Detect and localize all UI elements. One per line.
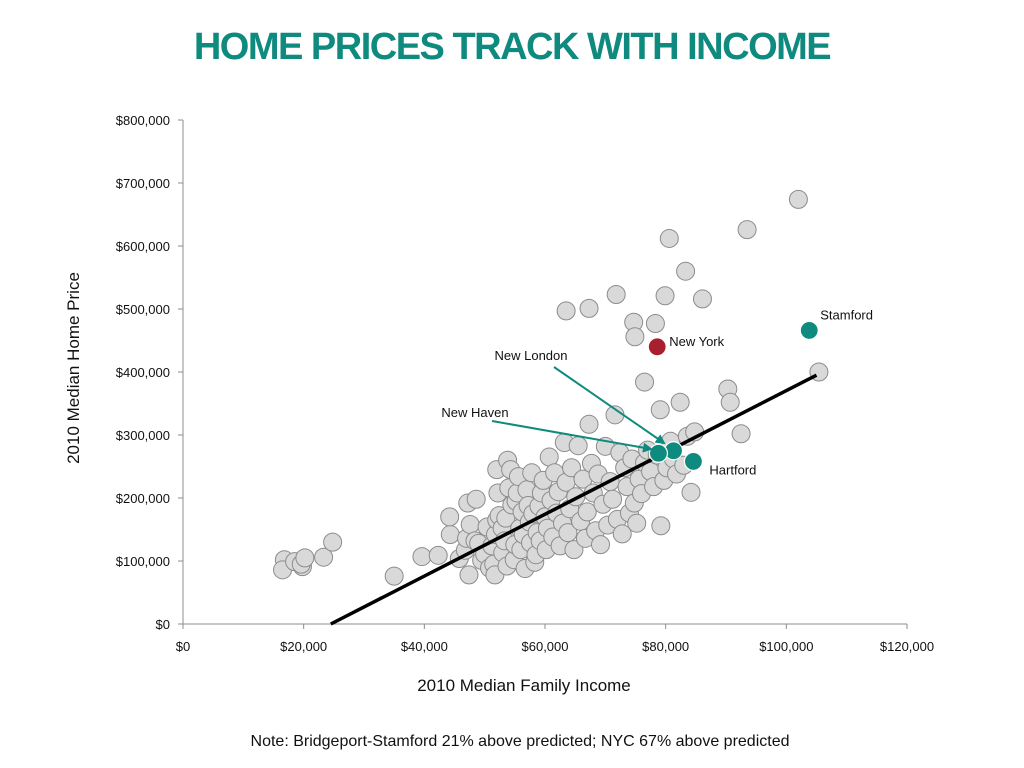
y-tick-label: $100,000 xyxy=(116,554,170,569)
data-point xyxy=(440,507,460,527)
data-point xyxy=(440,525,460,545)
data-point xyxy=(460,514,480,534)
x-tick-label: $80,000 xyxy=(642,639,689,654)
data-point xyxy=(428,545,448,565)
y-tick-label: $200,000 xyxy=(116,491,170,506)
axes: $0 $100,000 $200,000 $300,000 $400,000 $500,0… xyxy=(116,113,934,654)
data-point xyxy=(579,414,599,434)
y-tick-label: $400,000 xyxy=(116,365,170,380)
data-point xyxy=(670,392,690,412)
data-point xyxy=(737,220,757,240)
data-point xyxy=(295,548,315,568)
data-point xyxy=(612,524,632,544)
x-tick-label: $20,000 xyxy=(280,639,327,654)
data-point xyxy=(562,458,582,478)
highlight-point-new-york xyxy=(647,337,667,357)
data-point xyxy=(556,301,576,321)
new-london-label: New London xyxy=(495,348,568,363)
data-point xyxy=(635,372,655,392)
data-point xyxy=(579,298,599,318)
new-haven-arrow xyxy=(491,420,653,453)
y-tick-label: $0 xyxy=(156,617,170,632)
data-point xyxy=(558,523,578,543)
x-tick-label: $40,000 xyxy=(401,639,448,654)
data-point xyxy=(788,189,808,209)
data-point xyxy=(591,535,611,555)
footnote: Note: Bridgeport-Stamford 21% above pred… xyxy=(250,733,790,750)
new-york-label: New York xyxy=(669,334,724,349)
scatter-chart: $0 $100,000 $200,000 $300,000 $400,000 $500,0… xyxy=(64,113,934,695)
data-points xyxy=(273,189,829,586)
y-tick-label: $800,000 xyxy=(116,113,170,128)
trend-line-layer xyxy=(330,373,818,626)
stamford-label: Stamford xyxy=(820,307,873,322)
new-haven-label: New Haven xyxy=(441,405,508,420)
data-point xyxy=(720,392,740,412)
data-point xyxy=(659,228,679,248)
data-point xyxy=(412,547,432,567)
data-point xyxy=(650,400,670,420)
y-axis-title: 2010 Median Home Price xyxy=(64,272,83,464)
x-tick-label: $0 xyxy=(176,639,190,654)
y-tick-label: $600,000 xyxy=(116,239,170,254)
highlight-point-hartford xyxy=(683,451,704,472)
y-tick-label: $700,000 xyxy=(116,176,170,191)
data-point xyxy=(384,566,404,586)
data-point xyxy=(681,482,701,502)
hartford-label: Hartford xyxy=(709,462,756,477)
highlighted-points: Stamford New York Hartford New London New Ha… xyxy=(441,307,873,477)
highlight-point-new-haven xyxy=(648,443,669,463)
data-point xyxy=(655,286,675,306)
trend-line xyxy=(330,373,818,626)
data-point xyxy=(564,540,584,560)
data-point xyxy=(731,424,751,444)
y-tick-label: $500,000 xyxy=(116,302,170,317)
x-axis-title: 2010 Median Family Income xyxy=(417,676,631,695)
data-point xyxy=(651,516,671,536)
highlight-point-stamford xyxy=(799,320,819,341)
data-point xyxy=(645,313,665,333)
data-point xyxy=(625,327,645,347)
x-tick-label: $120,000 xyxy=(880,639,934,654)
data-point xyxy=(466,489,486,509)
data-point xyxy=(323,532,343,552)
data-point xyxy=(606,285,626,305)
data-point xyxy=(627,513,647,533)
data-point xyxy=(568,436,588,456)
y-tick-label: $300,000 xyxy=(116,428,170,443)
data-point xyxy=(603,489,623,509)
data-point xyxy=(692,289,712,309)
data-point xyxy=(577,502,597,522)
x-tick-label: $100,000 xyxy=(759,639,813,654)
new-london-arrow xyxy=(553,366,666,445)
data-point xyxy=(676,261,696,281)
data-point xyxy=(459,565,479,585)
slide-title: HOME PRICES TRACK WITH INCOME xyxy=(193,26,832,68)
data-point xyxy=(314,547,334,567)
x-tick-label: $60,000 xyxy=(522,639,569,654)
